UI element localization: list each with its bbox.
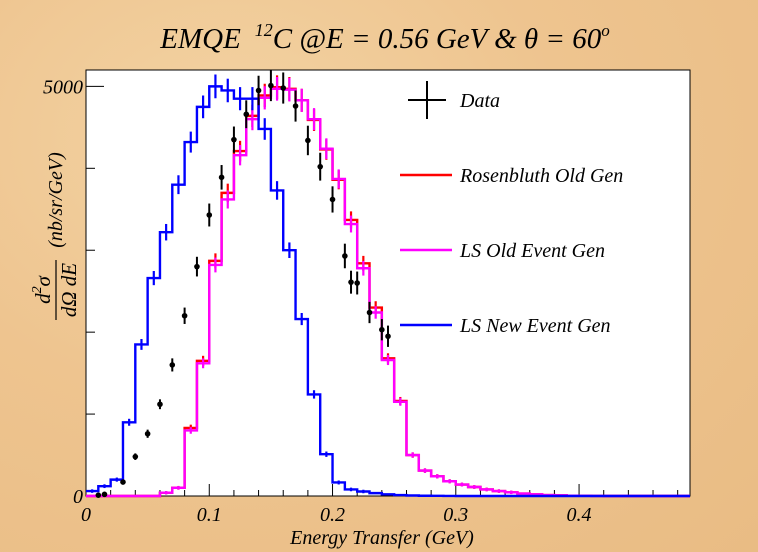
legend-label: Rosenbluth Old Gen xyxy=(459,165,623,187)
legend-label: LS New Event Gen xyxy=(459,315,611,337)
x-tick-label: 0 xyxy=(81,504,91,526)
y-label-numerator: d2σ xyxy=(30,274,55,304)
title-theta: θ xyxy=(524,23,538,55)
data-point xyxy=(317,163,324,170)
series-layer xyxy=(86,74,690,498)
plot-area: 0 0.1 0.2 0.3 0.4 0 5000 xyxy=(43,69,691,526)
data-point xyxy=(366,309,373,316)
y-label-units: (nb/sr/GeV) xyxy=(45,152,67,248)
plot-frame xyxy=(85,69,691,497)
x-tick-label: 0.2 xyxy=(320,504,345,526)
data-point xyxy=(280,85,287,91)
x-tick-label: 0.3 xyxy=(443,504,468,526)
title-nucleus: C @E = 0.56 GeV & xyxy=(273,23,524,55)
title-mass-number: 12 xyxy=(255,20,273,40)
x-axis-label: Energy Transfer (GeV) xyxy=(289,527,474,549)
data-point xyxy=(268,82,274,89)
chart-title: EMQE 12C @E = 0.56 GeV & θ = 60o xyxy=(159,20,609,55)
data-point xyxy=(292,103,299,109)
data-point xyxy=(181,312,188,319)
y-tick-label: 5000 xyxy=(43,76,83,98)
y-label-num-exp: 2 xyxy=(30,286,45,293)
x-tick-label: 0.1 xyxy=(197,504,222,526)
data-point xyxy=(101,491,108,498)
title-theta-value: = 60 xyxy=(538,23,602,55)
data-point xyxy=(379,326,385,333)
y-label-num-d: d xyxy=(31,293,55,304)
data-point xyxy=(255,87,262,94)
y-tick-label: 0 xyxy=(73,486,83,508)
data-point xyxy=(305,137,311,144)
data-point xyxy=(348,279,354,285)
legend: Data Rosenbluth Old Gen LS Old Event Gen LS… xyxy=(400,81,623,337)
y-axis-label: d2σ dΩ dE (nb/sr/GeV) xyxy=(30,152,81,320)
legend-label: LS Old Event Gen xyxy=(459,240,605,262)
data-point xyxy=(95,492,102,498)
data-point xyxy=(218,174,225,181)
x-tick-label: 0.4 xyxy=(567,504,592,526)
data-point xyxy=(120,479,126,485)
y-label-denominator: dΩ dE xyxy=(57,263,81,317)
data-point xyxy=(231,136,237,143)
legend-label: Data xyxy=(459,90,500,112)
data-point xyxy=(329,196,336,203)
data-point xyxy=(243,111,250,118)
data-point xyxy=(194,263,200,270)
data-point xyxy=(157,401,163,408)
data-point xyxy=(132,453,139,460)
data-point xyxy=(169,362,176,368)
data-point xyxy=(342,253,348,259)
title-degree: o xyxy=(601,21,610,40)
series-line-2 xyxy=(86,85,690,498)
data-point xyxy=(144,430,151,437)
data-points xyxy=(95,70,391,498)
y-label-num-sym: σ xyxy=(31,274,55,286)
data-point xyxy=(354,280,360,286)
data-point xyxy=(206,212,213,218)
axes: 0 0.1 0.2 0.3 0.4 0 5000 xyxy=(43,76,679,526)
title-prefix: EMQE xyxy=(159,23,241,55)
data-point xyxy=(385,333,391,340)
